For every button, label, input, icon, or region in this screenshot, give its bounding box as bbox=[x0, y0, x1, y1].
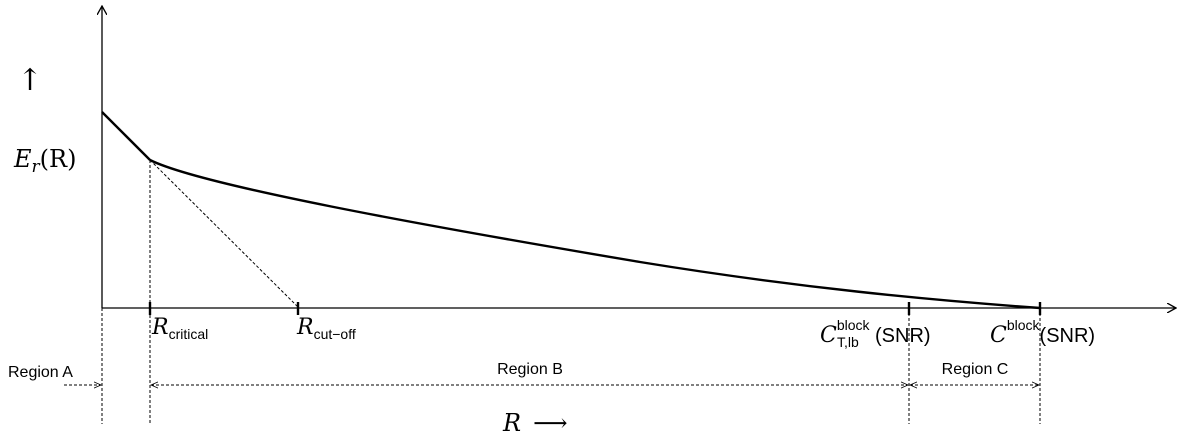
y-axis-label-sub: r bbox=[32, 157, 41, 177]
tick-label-cblock: Cblock(SNR) bbox=[990, 317, 1095, 348]
y-axis-label-paren: (R) bbox=[40, 145, 77, 173]
region-a-label: Region A bbox=[8, 364, 73, 381]
y-axis-label-main: E bbox=[13, 145, 32, 173]
x-axis-label: R ⟶ bbox=[502, 409, 567, 437]
tick-label-critical: Rcritical bbox=[151, 315, 208, 342]
error-exponent-curve-steep bbox=[101, 111, 151, 161]
tick-label-ctlb: Cblock T,lb (SNR) bbox=[820, 317, 931, 350]
error-exponent-curve bbox=[149, 158, 1041, 310]
region-c-label: Region C bbox=[942, 361, 1009, 378]
y-axis-label: Er(R) bbox=[13, 145, 76, 177]
y-axis-arrow: ↑ bbox=[17, 63, 42, 98]
tick-label-cutoff: Rcut−off bbox=[296, 315, 356, 342]
region-b-label: Region B bbox=[497, 361, 563, 378]
